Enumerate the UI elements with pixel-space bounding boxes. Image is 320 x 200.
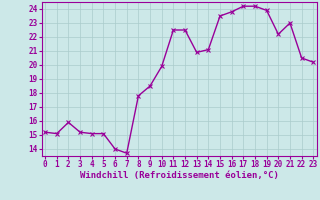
X-axis label: Windchill (Refroidissement éolien,°C): Windchill (Refroidissement éolien,°C) (80, 171, 279, 180)
